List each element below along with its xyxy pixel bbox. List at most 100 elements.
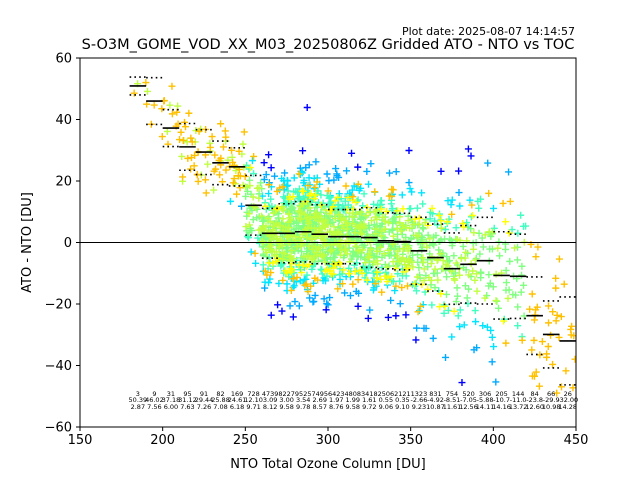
scatter-point <box>467 152 475 160</box>
scatter-point <box>323 170 331 178</box>
scatter-point <box>184 154 192 162</box>
scatter-point <box>298 269 306 277</box>
scatter-point <box>403 242 411 250</box>
scatter-point <box>337 195 345 203</box>
scatter-point <box>485 189 493 197</box>
scatter-point <box>299 187 307 195</box>
scatter-point <box>323 272 331 280</box>
scatter-point <box>348 186 356 194</box>
scatter-point <box>464 145 472 153</box>
scatter-point <box>392 218 400 226</box>
scatter-point <box>311 291 319 299</box>
scatter-point <box>312 191 320 199</box>
scatter-point <box>366 306 374 314</box>
scatter-point <box>454 312 462 320</box>
scatter-point <box>396 277 404 285</box>
scatter-point <box>333 170 341 178</box>
scatter-point <box>269 259 277 267</box>
scatter-point <box>469 239 477 247</box>
bin-std-label: 12.60 <box>525 403 544 411</box>
scatter-point <box>458 379 466 387</box>
scatter-point <box>217 120 225 128</box>
bin-mean-label: 1.61 <box>362 396 376 404</box>
scatter-point <box>549 308 557 316</box>
scatter-point <box>313 178 321 186</box>
scatter-point <box>432 231 440 239</box>
bin-std-label: 8.12 <box>263 403 277 411</box>
scatter-point <box>492 378 500 386</box>
scatter-point <box>279 215 287 223</box>
scatter-point <box>453 235 461 243</box>
scatter-point <box>303 104 311 111</box>
scatter-point <box>405 146 413 154</box>
scatter-point <box>404 247 412 255</box>
bin-mean-label: 25.88 <box>211 396 230 404</box>
scatter-point <box>378 288 386 296</box>
scatter-point <box>387 296 395 304</box>
scatter-point <box>381 217 389 225</box>
scatter-point <box>411 215 419 223</box>
scatter-point <box>414 308 422 316</box>
scatter-point <box>187 154 195 162</box>
scatter-point <box>288 246 296 254</box>
scatter-point <box>229 179 237 187</box>
scatter-point <box>335 190 343 198</box>
bin-std-label: 2.87 <box>131 403 145 411</box>
bin-mean-label: -23.8 <box>526 396 543 404</box>
bin-mean-label: 29.44 <box>195 396 214 404</box>
scatter-point <box>363 167 371 175</box>
scatter-point <box>414 232 422 240</box>
scatter-point <box>518 336 526 344</box>
y-tick-label: 40 <box>55 113 72 128</box>
scatter-point <box>443 273 451 281</box>
scatter-point <box>483 323 491 331</box>
scatter-point <box>419 225 427 233</box>
scatter-point <box>252 259 260 267</box>
scatter-point <box>490 343 498 351</box>
scatter-point <box>332 165 340 173</box>
scatter-point <box>455 189 463 197</box>
scatter-point <box>344 239 352 247</box>
scatter-point <box>181 123 189 131</box>
bin-std-label: 7.63 <box>180 403 194 411</box>
scatter-point <box>415 307 423 315</box>
x-axis: 150 200 250 300 350 400 450 <box>68 427 588 448</box>
x-tick-label: 200 <box>150 433 175 448</box>
scatter-point <box>360 220 368 228</box>
scatter-point <box>494 244 502 252</box>
scatter-point <box>386 169 394 177</box>
scatter-point <box>304 182 312 190</box>
scatter-point <box>420 239 428 247</box>
x-tick-label: 400 <box>481 433 506 448</box>
scatter-point <box>544 302 552 310</box>
scatter-point <box>405 179 413 187</box>
scatter-point <box>397 227 405 235</box>
scatter-point <box>505 229 513 237</box>
bin-count-label: 3418 <box>361 390 378 398</box>
scatter-point <box>365 209 373 217</box>
scatter-point <box>150 101 158 109</box>
scatter-point <box>289 193 297 201</box>
scatter-point <box>290 174 298 182</box>
scatter-point <box>234 172 242 180</box>
scatter-point <box>528 346 536 354</box>
scatter-point <box>322 306 330 314</box>
scatter-point <box>278 260 286 268</box>
scatter-point <box>436 237 444 245</box>
bin-count-label: 2121 <box>394 390 411 398</box>
scatter-point <box>481 294 489 302</box>
scatter-point <box>264 214 272 222</box>
scatter-point <box>385 228 393 236</box>
scatter-point <box>335 173 343 181</box>
scatter-point <box>514 229 522 237</box>
scatter-point <box>514 322 522 330</box>
scatter-point <box>533 303 541 311</box>
scatter-point <box>354 276 362 284</box>
scatter-point <box>377 275 385 283</box>
scatter-point <box>307 282 315 290</box>
scatter-point <box>388 272 396 280</box>
scatter-point <box>532 368 540 376</box>
scatter-point <box>242 223 250 231</box>
scatter-point <box>265 151 273 159</box>
